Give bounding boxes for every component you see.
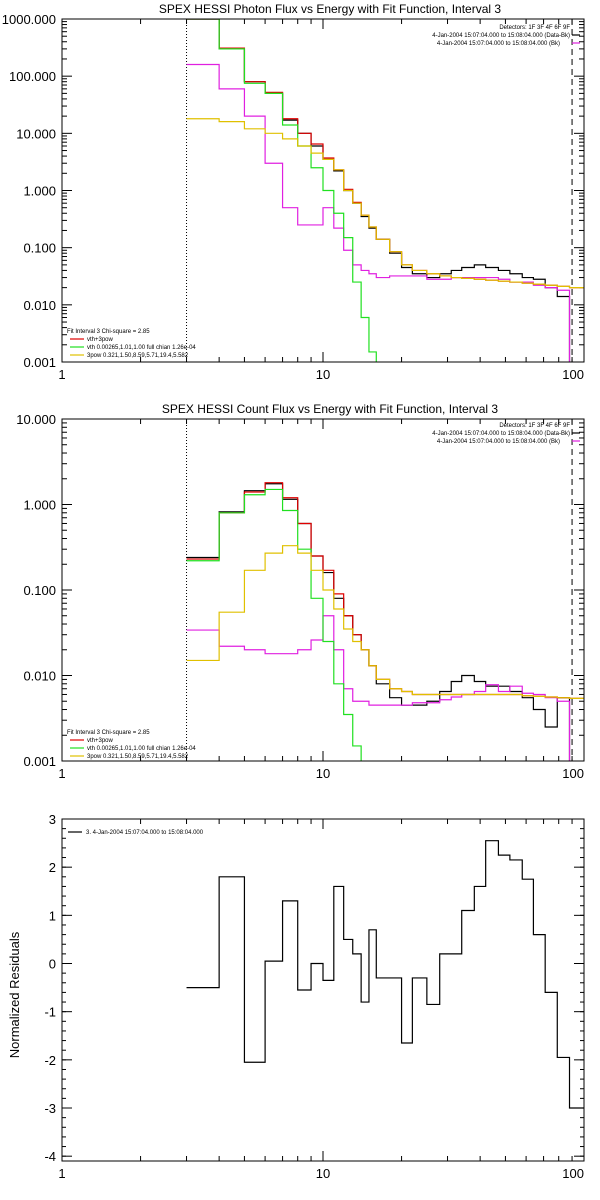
count-y-tick-label: 0.001: [23, 754, 56, 769]
residual-y-tick-label: 2: [49, 860, 56, 875]
count-y-tick-label: 0.010: [23, 669, 56, 684]
photon-legend-label-1: vth+3pow: [87, 337, 114, 343]
residual-y-tick-label: 0: [49, 957, 56, 972]
photon-flux-plot: 1 10 100 0.001 0.010 0.100 1.000 10.000 100.000 1…: [2, 12, 585, 382]
count-data-interval-text: 4-Jan-2004 15:07:04.000 to 15:08:04.000 …: [432, 431, 570, 437]
residual-axes-frame: [61, 818, 585, 1162]
photon-flux-title: SPEX HESSI Photon Flux vs Energy with Fi…: [159, 2, 501, 16]
count-flux-panel: SPEX HESSI Count Flux vs Energy with Fit…: [16, 402, 585, 781]
count-legend-label-1: vth+3pow: [87, 738, 114, 744]
photon-fit-label: Fit Interval 3 Chi-square = 2.85: [67, 329, 150, 335]
photon-data-interval-text: 4-Jan-2004 15:07:04.000 to 15:08:04.000 …: [432, 33, 570, 39]
count-x-tick-label: 1: [58, 766, 65, 781]
photon-series-3pow: [186, 118, 584, 289]
residual-series-series-0: [186, 840, 584, 1109]
photon-y-tick-label: 0.001: [23, 355, 56, 370]
residuals-plot: 1 10 100 -4 -3 -2 -1 0 1 2 3: [44, 812, 585, 1181]
photon-series-vth-3pow: [186, 19, 584, 289]
count-x-tick-label: 100: [562, 766, 584, 781]
photon-y-tick-label: 1000.000: [2, 12, 56, 27]
photon-detectors-text: Detectors: 1F 3F 4F 6F 9F: [499, 25, 570, 31]
count-flux-plot: 1 10 100 0.001 0.010 0.100 1.000 10.000: [16, 412, 585, 781]
photon-y-tick-label: 0.010: [23, 298, 56, 313]
residuals-y-axis-label: Normalized Residuals: [7, 931, 22, 1058]
residual-y-tick-label: 3: [49, 812, 56, 827]
count-axes-frame: [61, 418, 585, 762]
photon-legend-label-2: vth 0.00265,1.01,1.00 full chian 1.26e-0…: [87, 345, 196, 351]
count-legend-label-2: vth 0.00265,1.01,1.00 full chian 1.26e-0…: [87, 746, 196, 752]
count-x-tick-label: 10: [316, 766, 330, 781]
count-series-vth: [186, 488, 362, 761]
photon-series-vth: [186, 19, 377, 362]
count-y-tick-label: 0.100: [23, 583, 56, 598]
residual-x-tick-label: 10: [316, 1166, 330, 1181]
residuals-legend-label: 3. 4-Jan-2004 15:07:04.000 to 15:08:04.0…: [86, 830, 204, 836]
count-y-tick-label: 1.000: [23, 498, 56, 513]
photon-series-data-bk: [186, 19, 571, 362]
photon-axes-frame: [61, 18, 585, 363]
photon-x-tick-label: 10: [316, 367, 330, 382]
count-series-bk: [186, 615, 571, 761]
residual-y-tick-label: -1: [44, 1005, 56, 1020]
count-fit-label: Fit Interval 3 Chi-square = 2.85: [67, 730, 150, 736]
residual-y-tick-label: 1: [49, 908, 56, 923]
photon-y-tick-label: 100.000: [9, 69, 56, 84]
count-legend-label-3: 3pow 0.321,1.50,8.59,5.71,19.4,5.582: [87, 754, 189, 760]
residual-x-tick-label: 1: [58, 1166, 65, 1181]
photon-y-tick-label: 10.000: [16, 126, 56, 141]
count-detectors-text: Detectors: 1F 3F 4F 6F 9F: [499, 423, 570, 429]
residual-x-tick-label: 100: [562, 1166, 584, 1181]
photon-flux-panel: SPEX HESSI Photon Flux vs Energy with Fi…: [2, 2, 585, 382]
count-series-data-bk: [186, 483, 571, 761]
residual-y-tick-label: -2: [44, 1053, 56, 1068]
photon-y-tick-label: 0.100: [23, 241, 56, 256]
count-y-tick-label: 10.000: [16, 412, 56, 427]
residual-y-tick-label: -3: [44, 1101, 56, 1116]
photon-legend-label-3: 3pow 0.321,1.50,8.59,5.71,19.4,5.582: [87, 353, 189, 359]
count-series-vth-3pow: [186, 482, 584, 699]
count-bk-interval-text: 4-Jan-2004 15:07:04.000 to 15:08:04.000 …: [437, 439, 560, 445]
count-flux-title: SPEX HESSI Count Flux vs Energy with Fit…: [162, 402, 498, 416]
count-series-3pow: [186, 545, 584, 699]
photon-series-bk: [186, 63, 571, 362]
photon-x-tick-label: 1: [58, 367, 65, 382]
photon-y-tick-label: 1.000: [23, 184, 56, 199]
photon-bk-interval-text: 4-Jan-2004 15:07:04.000 to 15:08:04.000 …: [437, 41, 560, 47]
photon-x-tick-label: 100: [562, 367, 584, 382]
residual-y-tick-label: -4: [44, 1149, 56, 1164]
